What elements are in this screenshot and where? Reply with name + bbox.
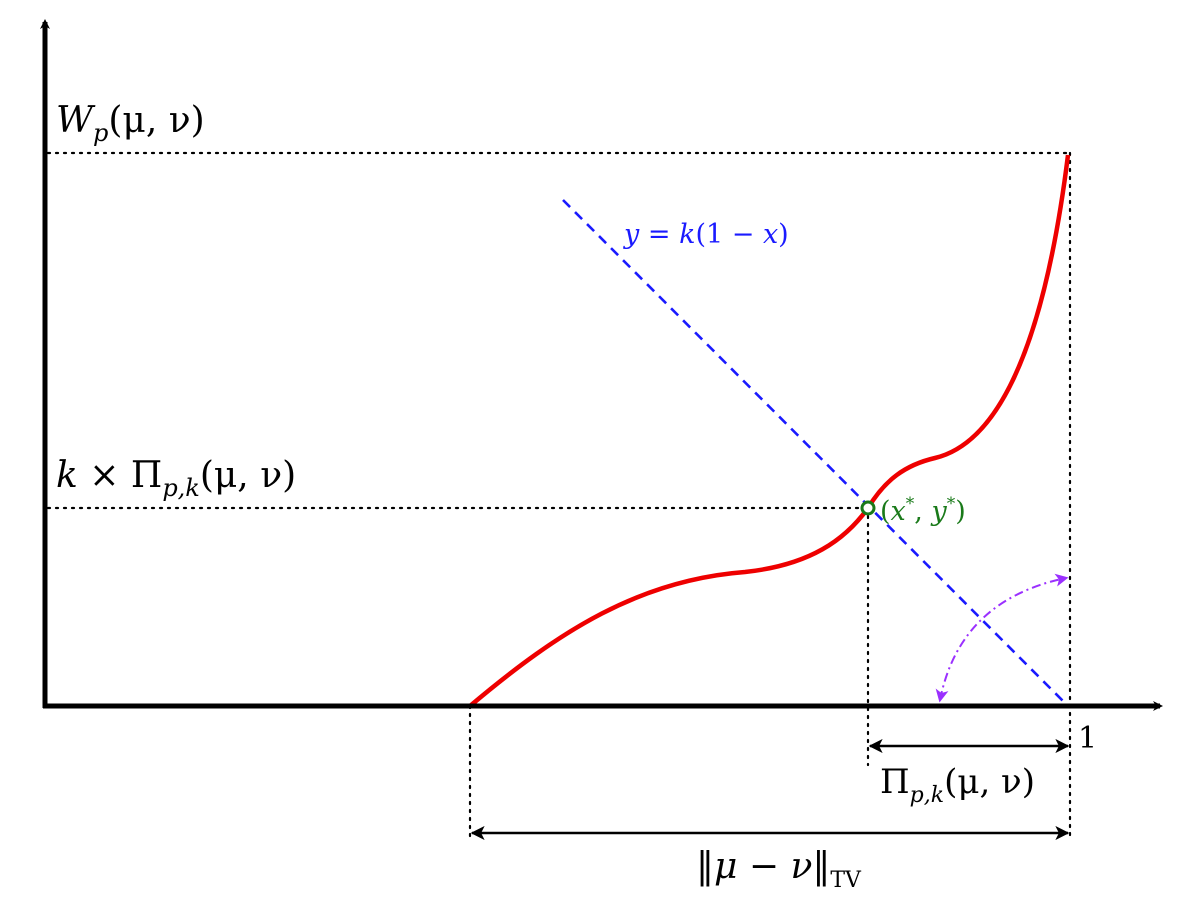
intersection-point bbox=[860, 500, 876, 516]
wp-label: Wp(μ, ν) bbox=[56, 100, 205, 147]
guide-lines bbox=[46, 151, 1072, 842]
tv-interval-label: ‖μ − ν‖TV bbox=[696, 846, 862, 893]
line-equation-label: y = k(1 − x) bbox=[623, 219, 789, 250]
x-axis-one-label: 1 bbox=[1078, 721, 1097, 756]
k-pi-label: k × Πp,k(μ, ν) bbox=[56, 455, 296, 502]
pi-interval-label: Πp,k(μ, ν) bbox=[880, 762, 1035, 808]
red-curve bbox=[48, 154, 1071, 709]
purple-arc-arrow bbox=[935, 573, 1069, 703]
point-label: (x*, y*) bbox=[880, 494, 966, 527]
line-y-equals-k-one-minus-x bbox=[562, 199, 1069, 707]
